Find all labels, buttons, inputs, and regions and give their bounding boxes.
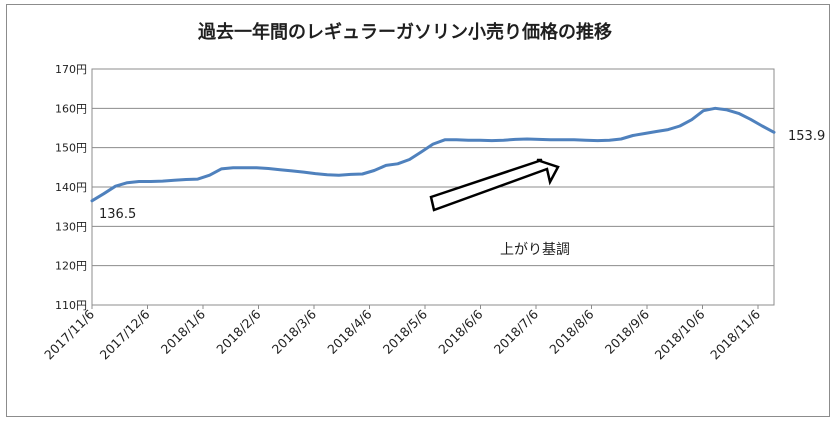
plot-area-border [91,68,775,306]
x-tick-label: 2018/2/6 [213,306,263,356]
trend-annotation: 上がり基調 [500,241,570,258]
start-value-label: 136.5 [99,207,136,222]
y-tick-label: 130円 [55,220,87,233]
y-tick-label: 170円 [55,63,87,76]
trend-arrow [429,158,560,212]
y-axis-ticks: 110円 120円 130円 140円 150円 160円 170円 [55,63,87,312]
y-tick-label: 140円 [55,181,87,194]
y-tick-label: 160円 [55,102,87,115]
x-tick-label: 2018/8/6 [546,306,596,356]
end-value-label: 153.9 [788,129,825,144]
x-tick-label: 2018/4/6 [324,306,374,356]
x-axis-ticks: 2017/11/6 2017/12/6 2018/1/6 2018/2/6 2018/3… [41,305,763,362]
chart-frame [6,4,830,417]
chart-title: 過去一年間のレギュラーガソリン小売り価格の推移 [198,21,612,43]
grid-lines [92,68,774,306]
x-tick-label: 2018/5/6 [380,306,430,356]
x-tick-label: 2018/6/6 [435,306,485,356]
y-tick-label: 110円 [55,299,87,312]
x-tick-label: 2018/10/6 [652,306,708,362]
x-tick-label: 2018/7/6 [491,306,541,356]
x-tick-label: 2018/11/6 [707,306,763,362]
y-tick-label: 150円 [55,142,87,155]
x-tick-label: 2018/1/6 [158,306,208,356]
x-tick-label: 2018/3/6 [269,306,319,356]
x-tick-label: 2018/9/6 [602,306,652,356]
y-tick-label: 120円 [55,260,87,273]
x-tick-label: 2017/12/6 [97,306,153,362]
x-tick-label: 2017/11/6 [41,306,97,362]
series-line [90,106,776,203]
